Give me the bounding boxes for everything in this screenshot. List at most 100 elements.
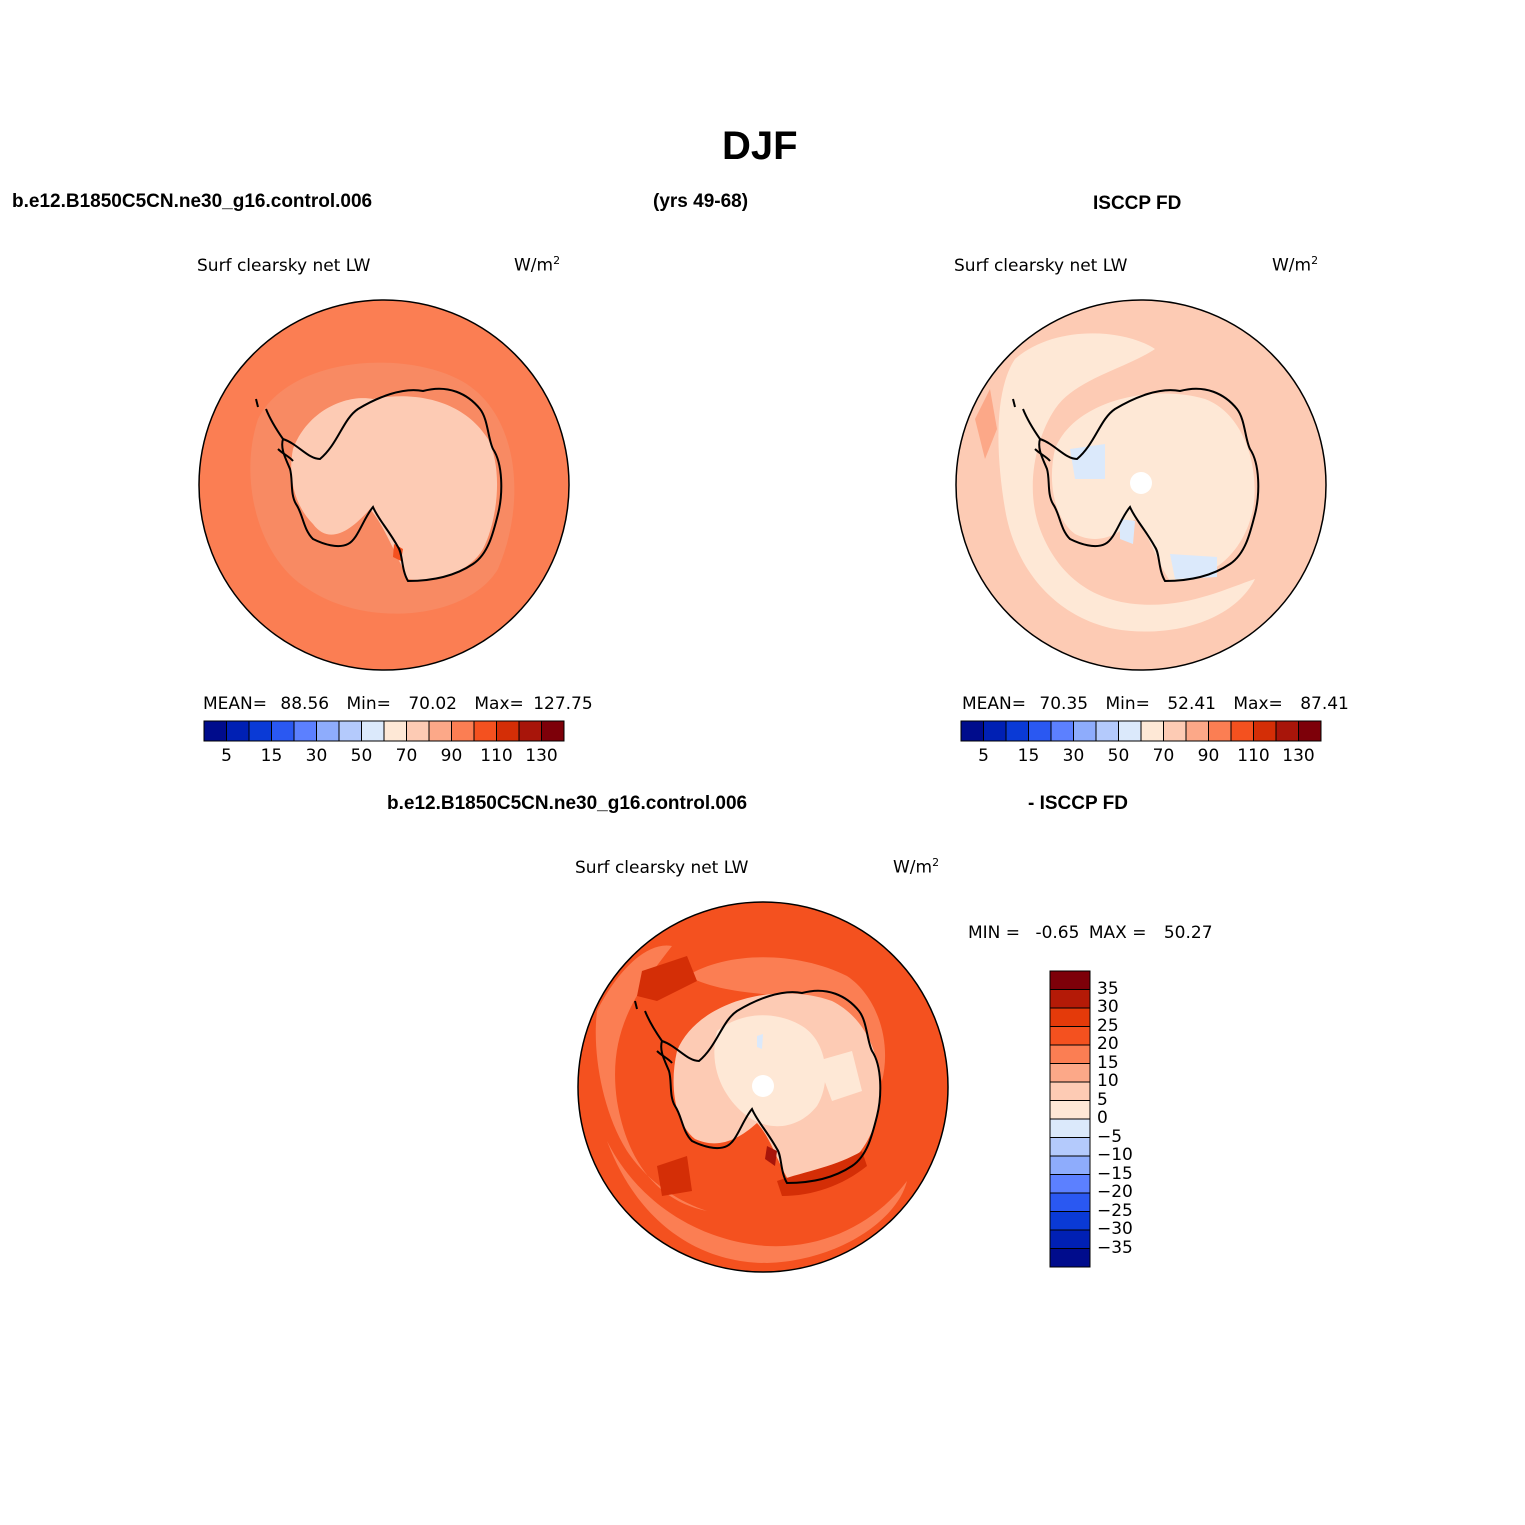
panel1-units: W/m2 — [514, 254, 560, 276]
diff-dark-band-b — [777, 1151, 867, 1196]
colorbar-tick-label: −20 — [1097, 1182, 1133, 1202]
panel1-max-label: Max= — [474, 694, 524, 714]
panel2-max-value: 87.41 — [1300, 694, 1349, 714]
diff-antarctica-coastline — [660, 989, 882, 1185]
colorbar-tick-label: 35 — [1097, 978, 1119, 999]
colorbar-swatch — [1049, 1229, 1091, 1249]
diff-stats: MIN = -0.65 MAX = 50.27 — [968, 923, 1213, 943]
colorbar-swatch — [1049, 1174, 1091, 1194]
colorbar-tick-label: 50 — [350, 746, 373, 766]
panel1-min-value: 70.02 — [408, 694, 457, 714]
colorbar-swatch — [473, 720, 497, 742]
obs-name-header: ISCCP FD — [1093, 193, 1182, 214]
diff-peninsula-coast — [634, 1000, 673, 1064]
panel2-light-belt — [998, 333, 1255, 632]
colorbar-swatch — [1049, 1081, 1091, 1101]
diff-units: W/m2 — [893, 856, 939, 878]
diff-polar-map — [577, 901, 949, 1273]
diff-darkest-spot — [765, 1146, 777, 1166]
panel1-mean-label: MEAN= — [203, 694, 267, 714]
panel2-warm-patch — [975, 389, 997, 459]
colorbar-swatch — [406, 720, 430, 742]
colorbar-tick-label: 15 — [1097, 1052, 1119, 1073]
colorbar-swatch — [1049, 970, 1091, 990]
colorbar-tick-label: 50 — [1107, 746, 1130, 766]
panel1-max-value: 127.75 — [533, 694, 593, 714]
colorbar-tick-label: 130 — [1282, 746, 1315, 766]
colorbar-swatch — [1118, 720, 1142, 742]
panel1-map-border — [198, 299, 570, 671]
panel1-colorbar — [203, 720, 565, 742]
diff-map-border — [577, 901, 949, 1273]
colorbar-tick-label: 70 — [1152, 746, 1175, 766]
colorbar-tick-label: 110 — [1237, 746, 1270, 766]
panel1-polar-map — [198, 299, 570, 671]
panel1-peninsula-coast — [255, 398, 294, 462]
panel1-antarctica-field — [291, 396, 498, 581]
panel1-mean-value: 88.56 — [280, 694, 330, 714]
colorbar-swatch — [1049, 1248, 1091, 1268]
colorbar-swatch — [1230, 720, 1254, 742]
colorbar-tick-label: −35 — [1097, 1237, 1133, 1258]
panel2-pole-missing — [1130, 472, 1152, 494]
panel1-units-exp: 2 — [553, 254, 561, 267]
diff-light-blue-spot — [757, 1034, 763, 1049]
colorbar-swatch — [451, 720, 475, 742]
colorbar-swatch — [1049, 1211, 1091, 1231]
colorbar-tick-label: 10 — [1097, 1071, 1119, 1091]
diff-min-label: MIN = — [968, 923, 1021, 943]
colorbar-swatch — [1049, 1100, 1091, 1120]
colorbar-swatch — [1049, 1155, 1091, 1175]
diff-pole-missing — [752, 1075, 774, 1097]
colorbar-swatch — [1163, 720, 1187, 742]
colorbar-tick-label: 15 — [260, 746, 283, 766]
panel2-variable-title: Surf clearsky net LW — [954, 256, 1128, 276]
colorbar-swatch — [316, 720, 340, 742]
colorbar-swatch — [960, 720, 984, 742]
case-name-header: b.e12.B1850C5CN.ne30_g16.control.006 — [12, 191, 373, 212]
colorbar-swatch — [1140, 720, 1164, 742]
colorbar-swatch — [361, 720, 385, 742]
panel2-peninsula-coast — [1012, 398, 1051, 462]
panel1-units-base: W/m — [514, 255, 554, 276]
colorbar-swatch — [541, 720, 565, 742]
colorbar-tick-label: 30 — [1097, 997, 1119, 1017]
panel2-colorbar — [960, 720, 1322, 742]
panel2-map-border — [955, 299, 1327, 671]
colorbar-tick-label: 130 — [525, 746, 558, 766]
colorbar-tick-label: −10 — [1097, 1145, 1133, 1165]
panel2-mean-label: MEAN= — [962, 694, 1026, 714]
colorbar-tick-label: 90 — [440, 746, 463, 766]
panel1-stats: MEAN= 88.56 Min= 70.02 Max= 127.75 — [203, 694, 593, 714]
colorbar-swatch — [428, 720, 452, 742]
panel2-antarctica-coastline — [1038, 387, 1260, 583]
panel2-polar-map — [955, 299, 1327, 671]
colorbar-swatch — [1298, 720, 1322, 742]
diff-max-value: 50.27 — [1163, 923, 1213, 943]
diff-units-base: W/m — [893, 857, 933, 878]
diff-pale-interior — [714, 1015, 826, 1127]
colorbar-tick-label: −30 — [1097, 1219, 1133, 1239]
colorbar-tick-label: −5 — [1097, 1126, 1123, 1147]
colorbar-tick-label: 15 — [1017, 746, 1040, 766]
season-title: DJF — [722, 124, 798, 168]
panel2-cool-patch-c — [1120, 519, 1135, 544]
colorbar-swatch — [1253, 720, 1277, 742]
panel2-units-base: W/m — [1272, 255, 1312, 276]
colorbar-swatch — [1049, 989, 1091, 1009]
diff-colorbar — [1049, 970, 1091, 1268]
diff-mid-ring — [595, 945, 707, 1211]
panel2-cool-patch-b — [1170, 554, 1217, 579]
diff-min-value: -0.65 — [1035, 923, 1080, 943]
colorbar-tick-label: 5 — [978, 746, 989, 766]
diff-case-header: b.e12.B1850C5CN.ne30_g16.control.006 — [387, 793, 748, 814]
colorbar-tick-label: 5 — [1097, 1089, 1108, 1110]
colorbar-swatch — [383, 720, 407, 742]
diff-obs-header: - ISCCP FD — [1028, 793, 1128, 814]
panel2-mean-value: 70.35 — [1039, 694, 1089, 714]
diff-units-exp: 2 — [932, 856, 940, 869]
colorbar-swatch — [1073, 720, 1097, 742]
colorbar-swatch — [1049, 1137, 1091, 1157]
panel2-cool-patch-a — [1070, 444, 1105, 479]
years-header: (yrs 49-68) — [653, 191, 749, 212]
